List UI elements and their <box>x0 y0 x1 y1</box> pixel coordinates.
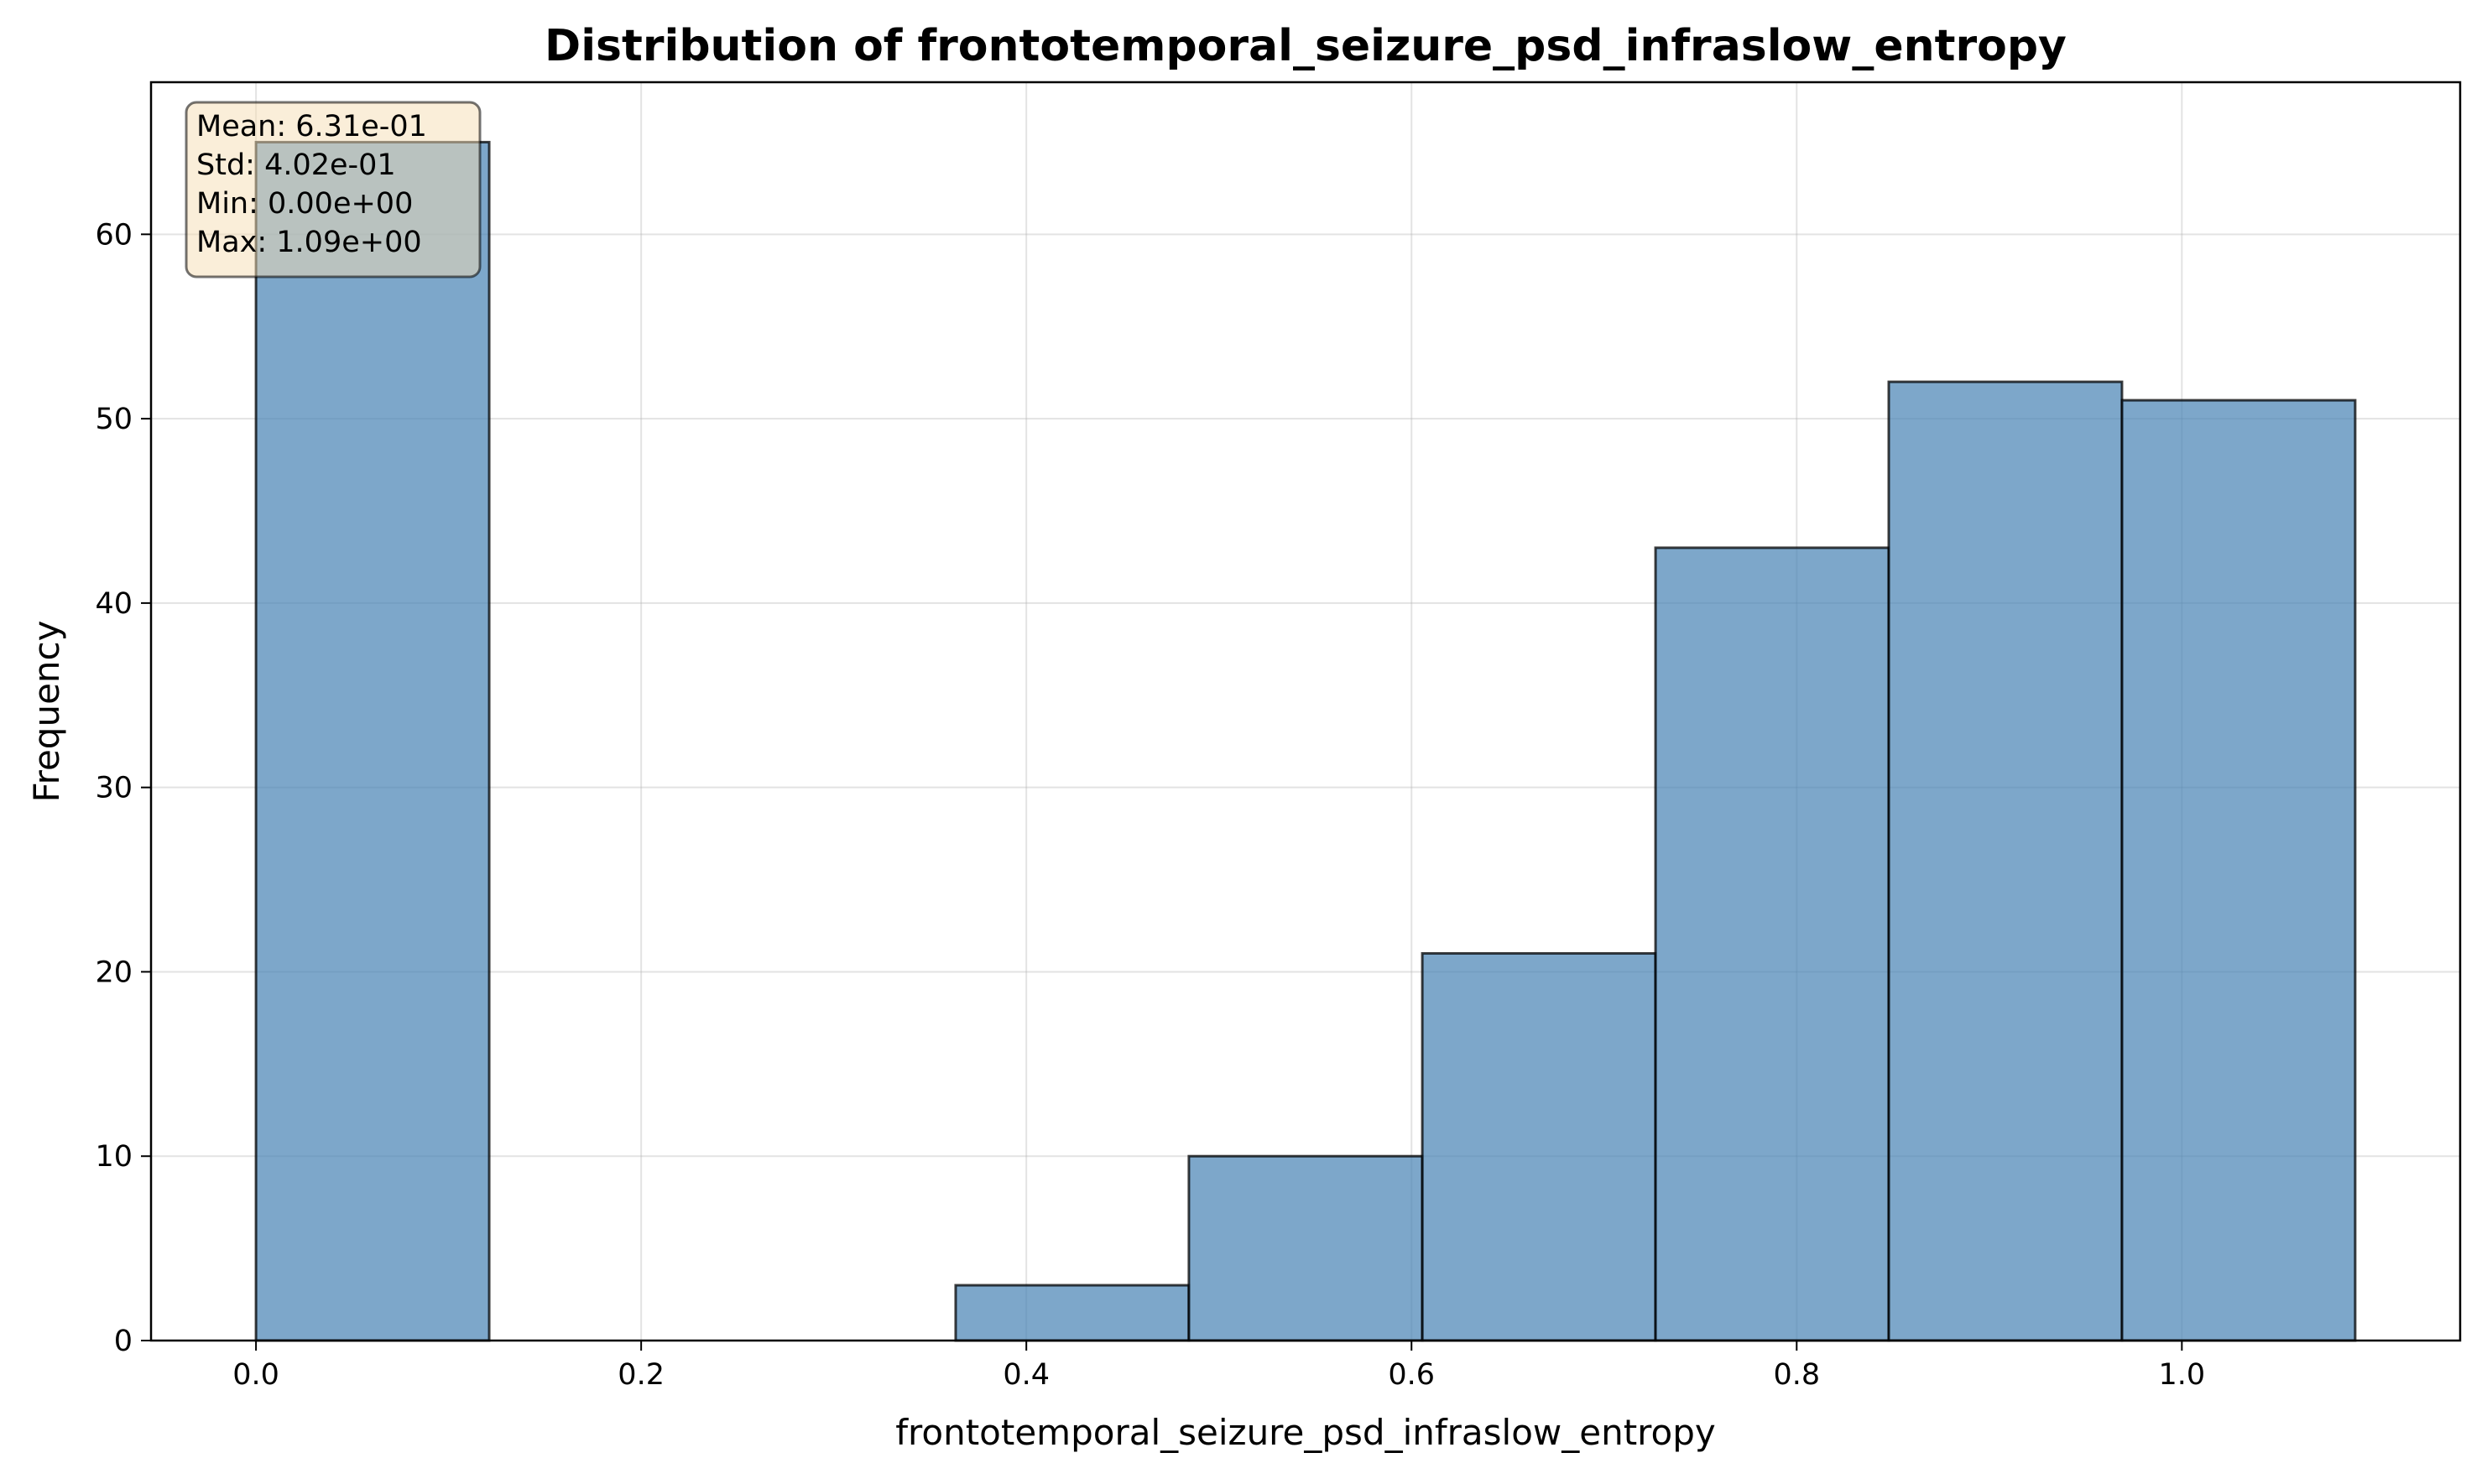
histogram-bar <box>1187 1154 1424 1342</box>
stats-box: Mean: 6.31e-01 Std: 4.02e-01 Min: 0.00e+… <box>185 101 482 279</box>
x-axis-label: frontotemporal_seizure_psd_infraslow_ent… <box>895 1412 1715 1453</box>
plot-frame <box>149 81 2462 1342</box>
histogram-bar <box>1654 546 1890 1342</box>
x-tick-label: 0.4 <box>1003 1358 1050 1392</box>
histogram-bar <box>1887 380 2124 1342</box>
x-tick-label: 1.0 <box>2159 1358 2206 1392</box>
histogram-bar <box>954 1284 1191 1342</box>
y-axis-label: Frequency <box>26 621 67 803</box>
histogram-bar <box>2120 398 2357 1342</box>
stats-mean: Mean: 6.31e-01 <box>196 110 427 143</box>
x-tick-label: 0.2 <box>618 1358 665 1392</box>
histogram-bar <box>254 140 491 1342</box>
y-tick-label: 30 <box>95 772 133 805</box>
stats-std: Std: 4.02e-01 <box>196 148 396 182</box>
chart-title: Distribution of frontotemporal_seizure_p… <box>545 21 2067 71</box>
x-tick-label: 0.8 <box>1773 1358 1820 1392</box>
y-tick-label: 10 <box>95 1140 133 1174</box>
ticks-layer: 0.0 0.2 0.4 0.6 0.8 1.0 0 10 20 30 40 50 60 <box>95 218 2205 1392</box>
y-tick-label: 40 <box>95 587 133 621</box>
stats-min: Min: 0.00e+00 <box>196 187 413 221</box>
histogram-bar <box>1421 951 1657 1342</box>
x-tick-label: 0.0 <box>232 1358 279 1392</box>
y-tick-label: 60 <box>95 218 133 252</box>
y-tick-label: 50 <box>95 403 133 436</box>
x-tick-label: 0.6 <box>1388 1358 1435 1392</box>
y-tick-label: 20 <box>95 955 133 989</box>
bars-layer <box>254 140 2357 1342</box>
stats-box-background <box>185 101 482 279</box>
y-tick-label: 0 <box>114 1325 133 1358</box>
stats-max: Max: 1.09e+00 <box>196 226 422 259</box>
